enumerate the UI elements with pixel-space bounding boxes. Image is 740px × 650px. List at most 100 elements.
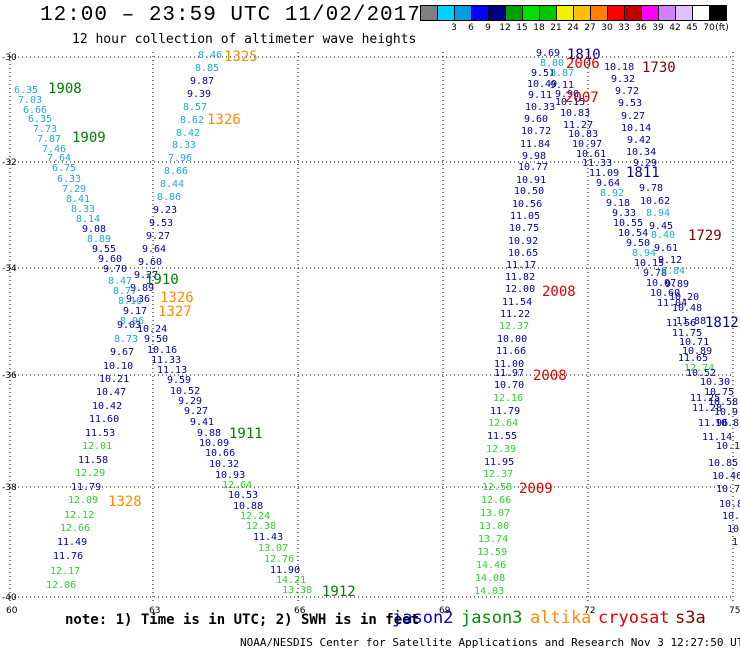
wave-height-value: 7.87 xyxy=(37,134,61,145)
scale-label: 6 xyxy=(468,23,474,33)
wave-height-value: 11.09 xyxy=(589,168,619,179)
wave-height-value: 9.72 xyxy=(615,86,639,97)
wave-height-value: 10.47 xyxy=(96,387,126,398)
pass-time-label: 2006 xyxy=(566,56,600,72)
wave-height-value: 10.33 xyxy=(525,102,555,113)
wave-height-value: 9.50 xyxy=(626,238,650,249)
wave-height-value: 9.89 xyxy=(665,279,689,290)
wave-height-value: 9.51 xyxy=(531,68,555,79)
wave-height-value: 11.96 xyxy=(698,418,728,429)
wave-height-value: 9.39 xyxy=(187,89,211,100)
wave-height-value: 10.70 xyxy=(494,380,524,391)
wave-height-value: 10.42 xyxy=(92,401,122,412)
wave-height-value: 10.9 xyxy=(714,407,738,418)
wave-height-value: 9.45 xyxy=(649,221,673,232)
wave-height-value: 12.01 xyxy=(82,441,112,452)
wave-height-value: 10.49 xyxy=(527,79,557,90)
wave-height-value: 10.15 xyxy=(555,97,585,108)
wave-height-value: 9.89 xyxy=(130,283,154,294)
lon-tick-label: 69 xyxy=(439,606,451,616)
wave-height-value: 11.66 xyxy=(496,346,526,357)
wave-height-value: 9.64 xyxy=(142,244,166,255)
wave-height-value: 12.37 xyxy=(499,321,529,332)
wave-height-value: 8.80 xyxy=(540,58,564,69)
lat-tick-label: -38 xyxy=(2,483,17,493)
wave-height-value: 11.25 xyxy=(690,393,720,404)
wave-height-value: 11.53 xyxy=(85,428,115,439)
wave-height-value: 10.54 xyxy=(618,228,648,239)
wave-height-value: 10.66 xyxy=(205,448,235,459)
wave-height-value: 11.79 xyxy=(490,406,520,417)
wave-height-value: 1 xyxy=(732,537,738,548)
wave-height-value: 10.62 xyxy=(640,196,670,207)
wave-height-value: 6.35 xyxy=(14,85,38,96)
wave-height-value: 9.23 xyxy=(153,205,177,216)
wave-height-value: 9.70 xyxy=(103,264,127,275)
wave-height-value: 9.64 xyxy=(596,178,620,189)
wave-height-value: 8.33 xyxy=(71,204,95,215)
wave-height-value: 9.27 xyxy=(134,270,158,281)
wave-height-value: 9.53 xyxy=(618,98,642,109)
lon-tick-label: 60 xyxy=(6,606,18,616)
wave-height-value: 10.8 xyxy=(719,499,740,510)
wave-height-value: 12.58 xyxy=(482,482,512,493)
wave-height-value: 12.06 xyxy=(46,580,76,591)
wave-height-value: 9.60 xyxy=(98,254,122,265)
wave-height-value: 11.33 xyxy=(151,355,181,366)
wave-height-value: 9.69 xyxy=(536,48,560,59)
wave-height-value: 9.50 xyxy=(144,334,168,345)
lat-tick-label: -32 xyxy=(2,158,17,168)
wave-height-value: 8.89 xyxy=(87,234,111,245)
wave-height-value: 11.54 xyxy=(502,297,532,308)
wave-height-value: 10.24 xyxy=(137,324,167,335)
wave-height-value: 11.56 xyxy=(666,318,696,329)
wave-height-value: 8.85 xyxy=(195,63,219,74)
scale-label: 15 xyxy=(516,23,528,33)
wave-height-value: 9.11 xyxy=(528,90,552,101)
wave-height-value: 9.27 xyxy=(184,406,208,417)
wave-height-value: 9.33 xyxy=(612,208,636,219)
wave-height-value: 10.30 xyxy=(700,377,730,388)
wave-height-value: 12.64 xyxy=(488,418,518,429)
axis-tick-labels: -30 -32 -34 -36 -38 -40 60 63 66 69 72 75 xyxy=(2,53,740,616)
scale-label: 24 xyxy=(567,23,579,33)
pass-time-label: 2009 xyxy=(519,481,553,497)
wave-height-value: 8.96 xyxy=(120,316,144,327)
pass-time-label: 1729 xyxy=(688,228,722,244)
wave-height-value: 10.15 xyxy=(634,258,664,269)
scale-unit-label: (ft) xyxy=(715,23,729,33)
pass-time-label: 1328 xyxy=(108,494,142,510)
wave-height-value: 10.16 xyxy=(147,345,177,356)
wave-height-value: 10.97 xyxy=(572,139,602,150)
wave-height-value: 11.33 xyxy=(582,158,612,169)
wave-height-value: 9.08 xyxy=(82,224,106,235)
legend-jason3: jason3 xyxy=(461,608,523,628)
wave-height-value: 10.10 xyxy=(103,361,133,372)
pass-time-label: 1810 xyxy=(567,47,601,63)
wave-height-value: 9.60 xyxy=(138,257,162,268)
pass-time-label: 1910 xyxy=(145,272,179,288)
wave-height-value: 14.08 xyxy=(475,573,505,584)
wave-height-value: 10.75 xyxy=(704,387,734,398)
wave-height-value: 8.46 xyxy=(198,50,222,61)
lon-tick-label: 66 xyxy=(294,606,306,616)
wave-height-value: 8.33 xyxy=(172,140,196,151)
wave-height-value: 9.27 xyxy=(621,111,645,122)
wave-height-value: 9.12 xyxy=(658,255,682,266)
wave-height-value: 10. xyxy=(727,524,740,535)
wave-height-value: 10.75 xyxy=(509,223,539,234)
pass-time-label: 2008 xyxy=(533,368,567,384)
wave-height-value: 9.60 xyxy=(524,114,548,125)
wave-height-value: 10.85 xyxy=(708,458,738,469)
wave-height-value: 9.41 xyxy=(190,417,214,428)
scale-label: 36 xyxy=(635,23,647,33)
wave-height-value: 11.88 xyxy=(676,316,706,327)
wave-height-value: 11.22 xyxy=(500,309,530,320)
wave-height-value: 11.82 xyxy=(505,272,535,283)
wave-height-value: 11.60 xyxy=(89,414,119,425)
wave-height-value: 11.13 xyxy=(157,365,187,376)
scale-label: 18 xyxy=(533,23,545,33)
wave-height-value: 12.66 xyxy=(60,523,90,534)
wave-height-value: 9.90 xyxy=(555,89,579,100)
